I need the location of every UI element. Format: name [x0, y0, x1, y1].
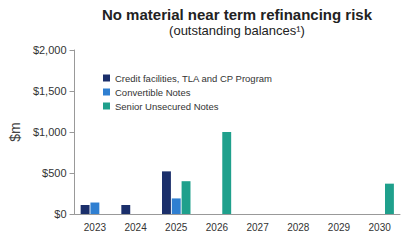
svg-text:No material near term refinanc: No material near term refinancing risk: [102, 6, 373, 23]
svg-text:2025: 2025: [165, 222, 188, 233]
svg-text:$1,500: $1,500: [33, 85, 67, 97]
svg-text:Credit facilities, TLA and CP: Credit facilities, TLA and CP Program: [115, 73, 272, 84]
svg-text:2026: 2026: [206, 222, 229, 233]
svg-text:Senior Unsecured Notes: Senior Unsecured Notes: [115, 101, 219, 112]
svg-text:$m: $m: [7, 122, 23, 141]
svg-text:2028: 2028: [287, 222, 310, 233]
svg-text:Convertible Notes: Convertible Notes: [115, 87, 191, 98]
svg-text:$0: $0: [54, 208, 66, 220]
svg-text:2027: 2027: [246, 222, 269, 233]
svg-text:$1,000: $1,000: [33, 126, 67, 138]
svg-text:(outstanding balances¹): (outstanding balances¹): [169, 23, 305, 38]
svg-text:2024: 2024: [124, 222, 147, 233]
svg-text:$2,000: $2,000: [33, 44, 67, 56]
svg-text:$500: $500: [42, 167, 66, 179]
svg-text:2023: 2023: [84, 222, 107, 233]
svg-text:2030: 2030: [369, 222, 392, 233]
svg-text:2029: 2029: [328, 222, 351, 233]
